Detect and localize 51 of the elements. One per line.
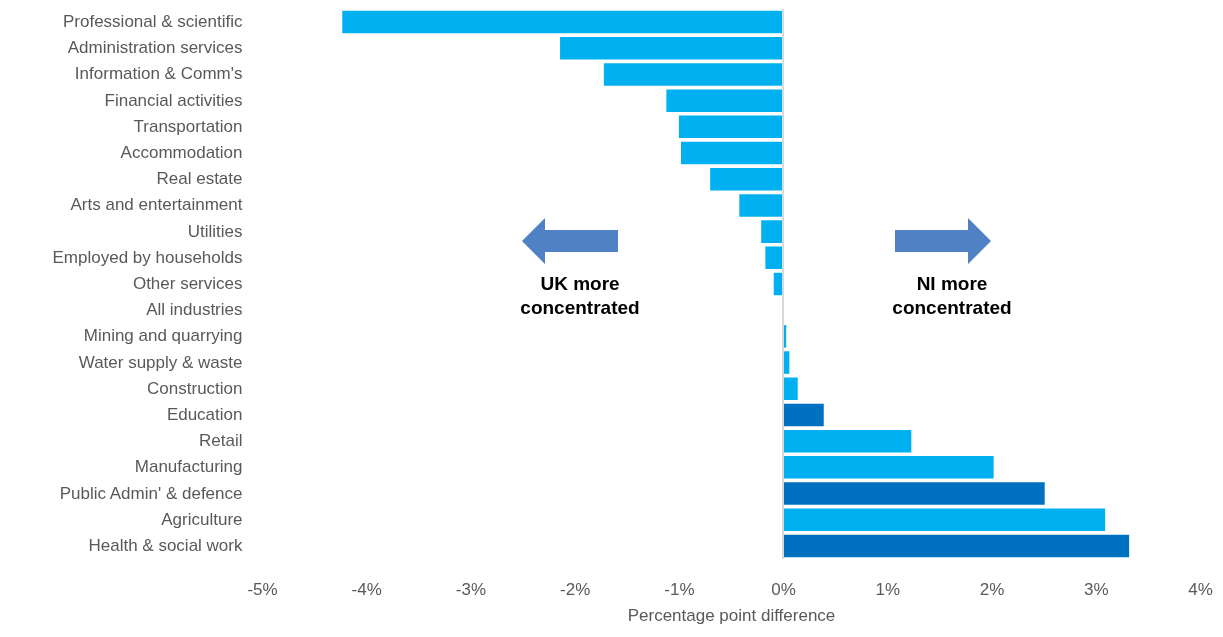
y-tick-label: Water supply & waste bbox=[78, 352, 243, 372]
y-tick-label: Construction bbox=[147, 378, 243, 398]
x-tick-label: 4% bbox=[1188, 579, 1213, 599]
x-tick-label: -2% bbox=[560, 579, 591, 599]
y-tick-label: Arts and entertainment bbox=[70, 195, 243, 215]
bar bbox=[342, 10, 784, 34]
y-tick-label: Administration services bbox=[67, 38, 243, 58]
y-tick-label: Professional & scientific bbox=[62, 12, 243, 32]
annotation: NI more concentrated bbox=[891, 272, 1013, 320]
x-tick-label: 1% bbox=[875, 579, 901, 599]
x-tick-label: -5% bbox=[247, 579, 278, 599]
bar bbox=[678, 115, 784, 139]
x-tick-label: 0% bbox=[771, 579, 796, 599]
x-tick-label: 3% bbox=[1083, 579, 1109, 599]
bar bbox=[783, 429, 912, 453]
y-tick-label: All industries bbox=[146, 300, 243, 320]
bar bbox=[783, 403, 824, 427]
y-tick-label: Manufacturing bbox=[134, 457, 243, 477]
bar bbox=[783, 377, 798, 401]
y-tick-label: Health & social work bbox=[88, 535, 243, 555]
bar bbox=[765, 246, 784, 270]
y-tick-label: Real estate bbox=[156, 169, 243, 189]
y-tick-label: Accommodation bbox=[120, 143, 243, 163]
annotation: UK more concentrated bbox=[519, 272, 641, 320]
y-tick-label: Utilities bbox=[187, 221, 243, 241]
bar bbox=[603, 63, 784, 86]
bar bbox=[783, 534, 1130, 558]
bar bbox=[761, 220, 784, 243]
y-tick-label: Information & Comm's bbox=[74, 64, 243, 84]
y-tick-label: Employed by households bbox=[52, 247, 243, 267]
y-tick-label: Mining and quarrying bbox=[83, 326, 243, 346]
x-tick-label: 2% bbox=[979, 579, 1005, 599]
bar bbox=[666, 89, 784, 112]
x-tick-label: -3% bbox=[455, 579, 487, 599]
y-tick-label: Education bbox=[166, 404, 243, 424]
bar bbox=[783, 482, 1045, 505]
y-tick-label: Agriculture bbox=[161, 509, 243, 529]
y-tick-label: Retail bbox=[199, 431, 243, 451]
y-tick-label: Other services bbox=[132, 274, 243, 293]
bar bbox=[783, 456, 994, 479]
x-tick-label: -4% bbox=[351, 579, 382, 599]
y-tick-label: Transportation bbox=[133, 116, 243, 136]
y-tick-label: Public Admin' & defence bbox=[59, 483, 243, 503]
bar bbox=[739, 194, 784, 217]
bar bbox=[710, 167, 784, 191]
bar bbox=[560, 37, 784, 60]
y-tick-label: Financial activities bbox=[104, 90, 243, 110]
x-tick-label: -1% bbox=[664, 579, 695, 599]
bar bbox=[783, 508, 1106, 531]
x-axis-title: Percentage point difference bbox=[627, 605, 836, 625]
bar bbox=[680, 141, 784, 165]
